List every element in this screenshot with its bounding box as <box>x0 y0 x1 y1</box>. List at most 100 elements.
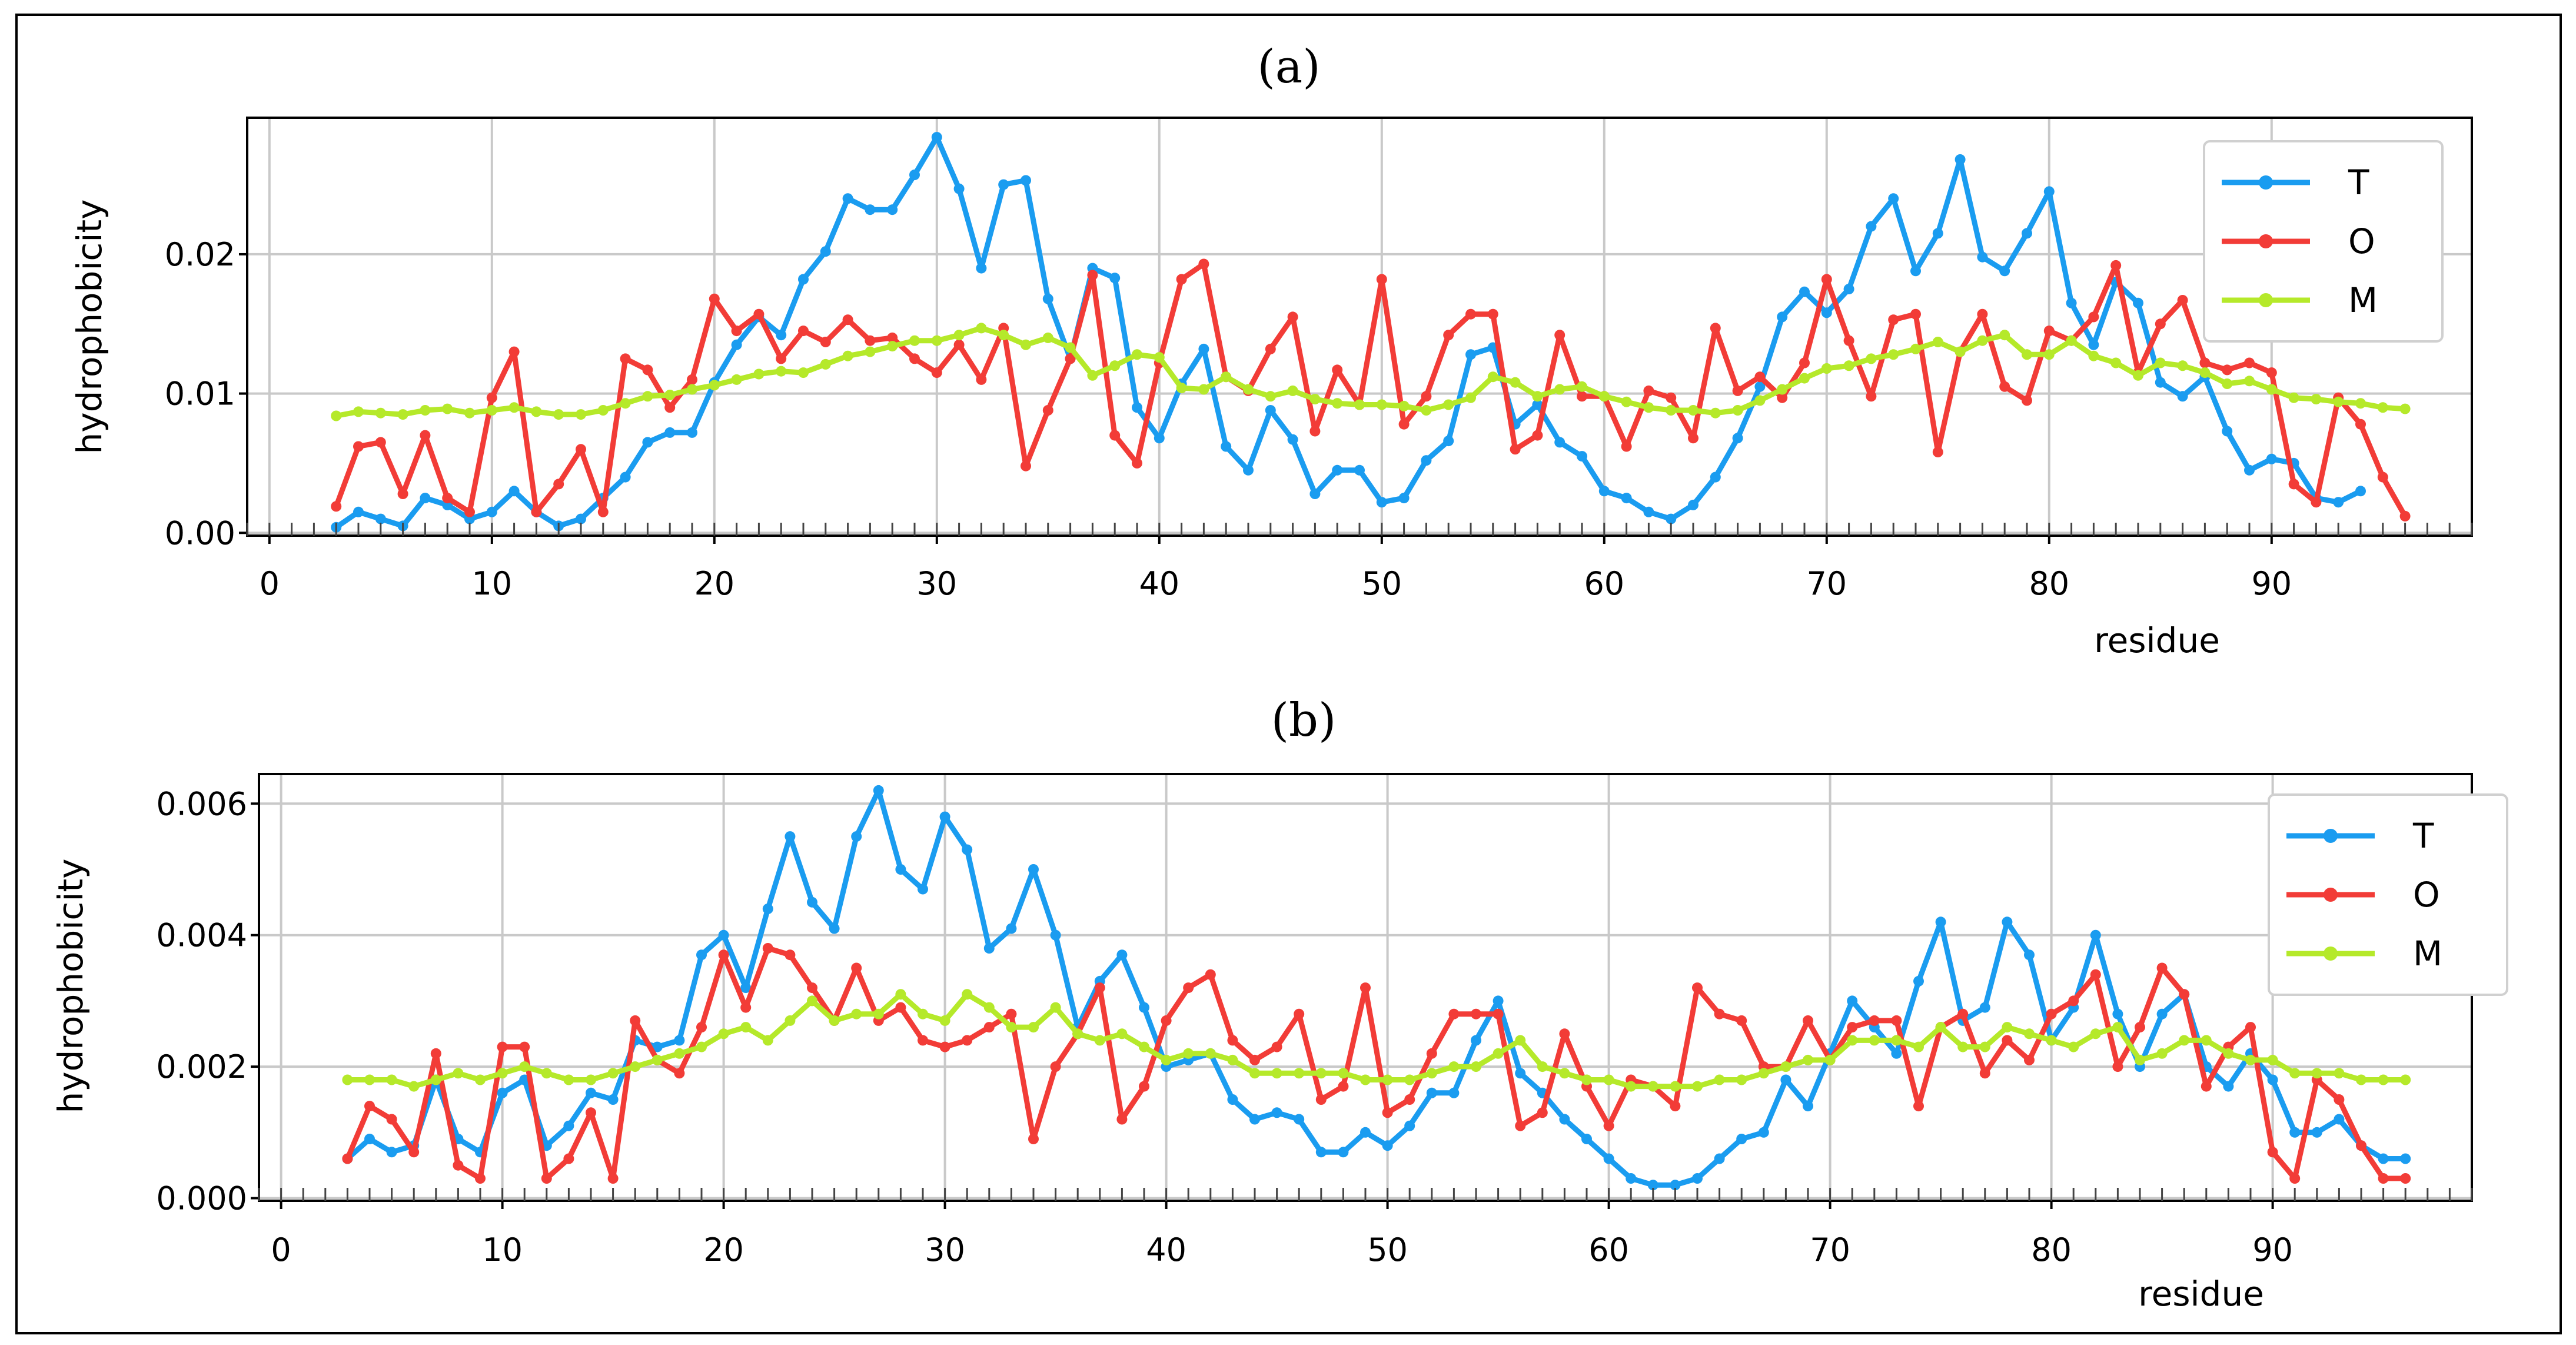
chart-a-series-m-point <box>2133 370 2143 381</box>
chart-a-series-m-point <box>1443 399 1454 410</box>
chart-a-legend-o-label: O <box>2348 221 2375 261</box>
chart-a-series-o-point <box>1309 426 1321 437</box>
chart-b-series-o-point <box>1736 1015 1747 1026</box>
chart-b-x-tick-label: 40 <box>1146 1231 1186 1268</box>
chart-a-series-m-point <box>1888 349 1899 360</box>
chart-a-series-o-point <box>597 506 609 517</box>
chart-b-series-m-point <box>2356 1074 2366 1085</box>
chart-a-series-o-point <box>1065 353 1076 364</box>
chart-a-series-m-point <box>664 390 676 400</box>
chart-a-series-t-point <box>820 246 831 257</box>
chart-b-x-tick-label: 70 <box>1810 1231 1850 1268</box>
chart-a-series-o-point <box>1977 308 1988 320</box>
chart-b-series-m-point <box>2334 1068 2345 1079</box>
chart-a-series-o-point <box>1710 323 1721 334</box>
chart-b-series-t-point <box>1780 1074 1791 1085</box>
chart-a-series-o-point <box>2377 471 2388 483</box>
chart-b-series-t-point <box>829 923 840 934</box>
chart-a-series-m-point <box>1821 363 1832 374</box>
chart-b-series-t-point <box>785 831 796 842</box>
chart-a-series-t-point <box>865 204 876 215</box>
chart-a-series-t-point <box>486 506 497 517</box>
chart-b-series-o-point <box>1161 1015 1172 1026</box>
chart-a-series-m-point <box>2022 349 2032 360</box>
chart-a-series-o-point <box>1554 330 1565 341</box>
chart-b-series-o-point <box>696 1022 707 1033</box>
chart-a-series-o-point <box>1532 430 1543 441</box>
chart-a-series-m-point <box>709 380 720 391</box>
chart-a-x-tick-label: 50 <box>1361 565 1402 602</box>
chart-b-legend-o-label: O <box>2413 875 2440 915</box>
chart-b-series-t-point <box>1935 916 1946 928</box>
chart-b-series-m-point <box>1448 1061 1460 1072</box>
chart-b-legend-m-marker <box>2324 947 2338 961</box>
chart-a-series-o-point <box>2288 479 2299 490</box>
chart-a-series-m-point <box>1398 400 1410 411</box>
chart-b-series-t-point <box>607 1094 619 1105</box>
chart-b-legend-o-marker <box>2324 888 2338 902</box>
chart-b-series-m-point <box>1537 1061 1548 1072</box>
chart-b-series-t-point <box>2156 1008 2168 1019</box>
chart-b-series-o-point <box>1139 1081 1149 1092</box>
chart-a-series-m-point <box>1799 373 1810 384</box>
chart-b-series-m-point <box>1050 1002 1061 1013</box>
chart-b-series-o-point <box>918 1035 928 1046</box>
chart-b-series-m-point <box>2245 1054 2256 1065</box>
chart-a-series-m-point <box>2222 378 2233 389</box>
chart-a-x-tick-label: 40 <box>1139 565 1179 602</box>
chart-a-x-tick-label: 90 <box>2251 565 2292 602</box>
chart-a-series-t-point <box>2088 339 2099 350</box>
chart-b-series-o-point <box>762 943 773 954</box>
chart-b-series-m-point <box>696 1041 707 1052</box>
chart-b-series-o-point <box>1382 1107 1393 1118</box>
chart-a-series-t-point <box>375 513 386 524</box>
chart-b-series-t-point <box>1050 929 1061 941</box>
chart-a-series-t-point <box>1866 221 1877 232</box>
chart-a-series <box>331 132 2411 533</box>
chart-a-series-t-point <box>1221 441 1232 452</box>
chart-a-series-m-point <box>1732 405 1743 416</box>
chart-a-series-t-point <box>2133 297 2143 308</box>
chart-a-series-o-point <box>2199 357 2211 368</box>
chart-b-series-o-point <box>453 1160 464 1171</box>
chart-a-x-tick-label: 80 <box>2029 565 2069 602</box>
chart-b-xlabel: residue <box>2138 1274 2264 1314</box>
chart-b-series-m-point <box>1382 1074 1393 1085</box>
chart-a-series-t-point <box>1843 284 1854 295</box>
chart-a-series-m-point <box>2177 360 2188 371</box>
chart-b-series-o-point <box>1294 1008 1305 1019</box>
chart-b-series-t-point <box>2112 1008 2123 1019</box>
chart-a-series-o-point <box>1132 457 1142 469</box>
chart-b-series-m-point <box>918 1008 928 1019</box>
chart-a-x-tick-label: 60 <box>1584 565 1624 602</box>
chart-b-series-m-point <box>607 1068 619 1079</box>
chart-a-series-o-point <box>1176 274 1187 285</box>
chart-b-series-m-line <box>347 991 2406 1090</box>
chart-a-series-m-point <box>1042 332 1053 343</box>
chart-b-series-o-point <box>785 949 796 961</box>
chart-b-series-t-point <box>762 904 773 914</box>
chart-b-series-o-point <box>1315 1094 1327 1105</box>
chart-b-series-m-point <box>342 1074 353 1085</box>
chart-a-series-o-point <box>1287 311 1298 323</box>
chart-b-series-o-point <box>1803 1015 1813 1026</box>
chart-a-series-m-point <box>1977 335 1988 346</box>
chart-b-series-o-point <box>563 1153 574 1164</box>
chart-b-series-t-point <box>1670 1180 1681 1191</box>
chart-a-series-t-point <box>1777 311 1788 323</box>
chart-a-series-m-point <box>1309 394 1321 405</box>
chart-a-series-o-point <box>1465 308 1476 320</box>
chart-a-series-t-point <box>576 513 586 524</box>
chart-b-series-o-point <box>430 1048 441 1059</box>
chart-b-series-o-point <box>2112 1061 2123 1072</box>
chart-b-series-t-point <box>1979 1002 1990 1013</box>
chart-b-series-o-point <box>2046 1008 2057 1019</box>
chart-a-series-t-point <box>642 437 653 448</box>
chart-b-series-m-point <box>873 1008 884 1019</box>
chart-b-series-t-point <box>1382 1140 1393 1151</box>
chart-b-series-o-point <box>2356 1140 2366 1151</box>
chart-b-series-m-point <box>895 989 906 1000</box>
chart-b-series-m-point <box>2112 1022 2123 1033</box>
chart-a-series-t-point <box>2222 426 2233 437</box>
chart-b-series-m-point <box>1515 1035 1526 1046</box>
